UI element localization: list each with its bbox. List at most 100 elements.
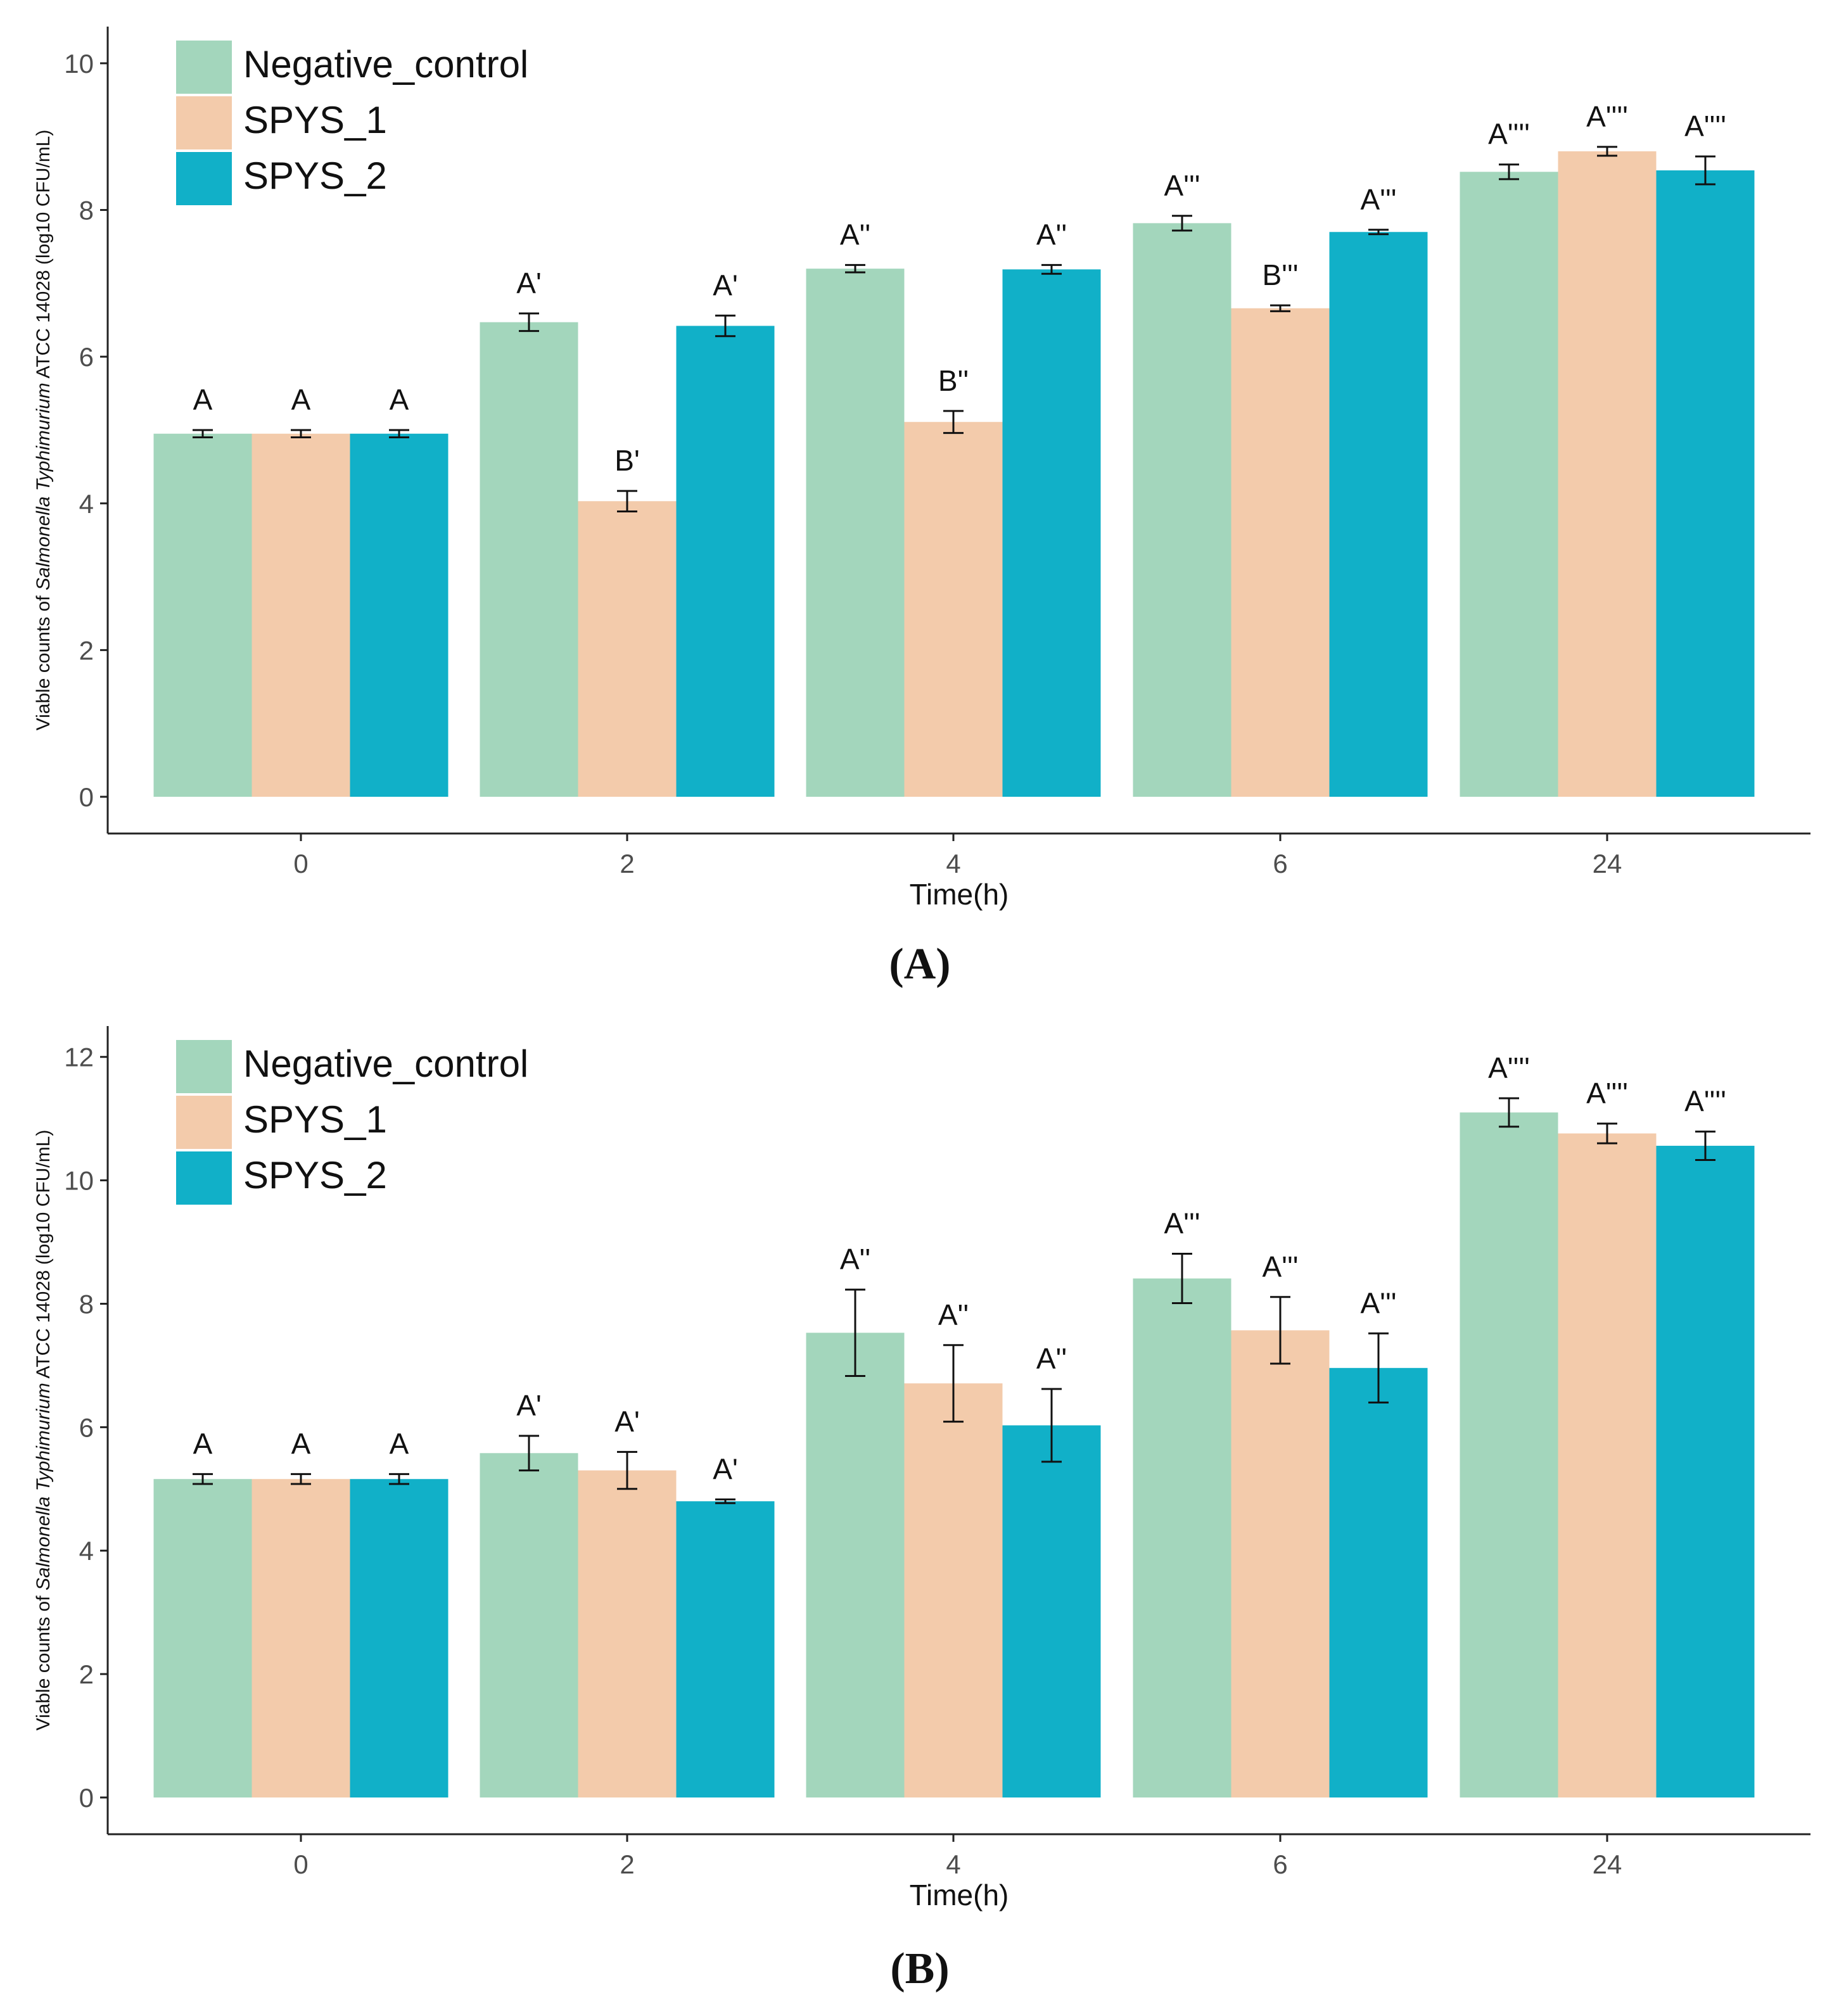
panel-a-significance-label: A': [516, 267, 541, 300]
panel-b-bar-spys-1-24h: [1558, 1133, 1657, 1797]
panel-b-bar-negative-control-24h: [1460, 1112, 1558, 1797]
panel-a-significance-label: B''': [1262, 258, 1298, 291]
panel-b-y-tick-label: 10: [64, 1166, 94, 1196]
panel-b-significance-label: A: [291, 1427, 311, 1460]
panel-a-legend-key-negative-control: [176, 41, 232, 94]
panel-b-bar-negative-control-2h: [480, 1453, 578, 1797]
panel-a-legend-key-spys-1: [176, 96, 232, 149]
panel-a-significance-label: A'''': [1586, 100, 1628, 133]
panel-b-significance-label: A'''': [1488, 1051, 1530, 1084]
panel-b-y-tick-label: 0: [79, 1783, 94, 1813]
panel-b-significance-label: A: [193, 1427, 213, 1460]
panel-b-bar-spys-2-0h: [350, 1479, 449, 1797]
panel-a-y-axis-label-prefix: Viable counts of: [33, 590, 54, 730]
panel-a-bar-spys-1-24h: [1558, 151, 1657, 797]
panel-a-bar-negative-control-24h: [1460, 172, 1558, 797]
panel-b-legend-key-spys-1: [176, 1096, 232, 1149]
panel-b-bar-spys-1-0h: [251, 1479, 350, 1797]
panel-a-legend-label-spys-2: SPYS_2: [243, 155, 387, 197]
panel-a-significance-label: A: [291, 383, 311, 416]
panel-label-b: (B): [890, 1944, 949, 1993]
panel-a-bar-negative-control-2h: [480, 322, 578, 797]
panel-a-significance-label: A: [390, 383, 409, 416]
panel-b-legend-label-negative-control: Negative_control: [243, 1043, 528, 1085]
panel-b-significance-label: A': [713, 1452, 737, 1485]
panel-a-x-tick-label: 4: [946, 849, 960, 878]
panel-a-y-tick-label: 0: [79, 782, 94, 812]
panel-a-x-tick-label: 24: [1593, 849, 1622, 878]
panel-b-legend-key-negative-control: [176, 1040, 232, 1093]
panel-b-bar-spys-2-2h: [676, 1501, 775, 1797]
panel-a-significance-label: B': [614, 444, 639, 477]
panel-b-bar-spys-2-6h: [1329, 1367, 1428, 1797]
panel-a-bar-spys-1-4h: [904, 422, 1003, 797]
panel-a-significance-label: B'': [938, 364, 969, 397]
panel-a-bar-spys-2-6h: [1329, 232, 1428, 797]
panel-a-legend-label-negative-control: Negative_control: [243, 43, 528, 86]
panel-a-bar-spys-1-6h: [1231, 308, 1330, 797]
panel-a-y-axis-label-suffix: ATCC 14028 (log10 CFU/mL): [33, 130, 54, 383]
panel-a-y-axis-label-species: Salmonella Typhimurium: [33, 383, 54, 590]
panel-a-significance-label: A'': [840, 218, 870, 251]
panel-b-bar-spys-1-4h: [904, 1383, 1003, 1797]
panel-b-y-tick-label: 8: [79, 1289, 94, 1319]
panel-b-legend-key-spys-2: [176, 1151, 232, 1205]
panel-b-x-tick-label: 0: [293, 1849, 308, 1879]
panel-b-significance-label: A'': [1036, 1342, 1067, 1375]
panel-a-x-axis-label: Time(h): [910, 878, 1009, 911]
panel-a-bar-spys-1-0h: [251, 433, 350, 797]
panel-a-y-tick-label: 8: [79, 196, 94, 225]
panel-a-significance-label: A''': [1164, 169, 1200, 202]
panel-a-bar-negative-control-4h: [806, 269, 905, 797]
panel-a-y-tick-label: 6: [79, 342, 94, 372]
panel-a-significance-label: A'''': [1684, 110, 1726, 143]
panel-b-y-tick-label: 6: [79, 1412, 94, 1442]
panel-a-bar-spys-2-0h: [350, 433, 449, 797]
panel-a-bar-spys-2-4h: [1002, 269, 1101, 797]
panel-a-y-tick-label: 2: [79, 635, 94, 665]
panel-a-legend-label-spys-1: SPYS_1: [243, 99, 387, 141]
panel-a-y-tick-label: 10: [64, 49, 94, 79]
panel-b-x-axis-label: Time(h): [910, 1879, 1009, 1911]
panel-a-significance-label: A: [193, 383, 213, 416]
panel-b-significance-label: A'': [840, 1243, 870, 1276]
panel-a-bar-spys-1-2h: [578, 501, 677, 797]
panel-b-legend-label-spys-2: SPYS_2: [243, 1154, 387, 1196]
panel-b-bar-spys-2-24h: [1656, 1146, 1755, 1797]
panel-a-bar-negative-control-0h: [153, 433, 252, 797]
panel-b-significance-label: A''': [1360, 1286, 1396, 1319]
panel-b-significance-label: A'''': [1586, 1077, 1628, 1110]
panel-a-x-tick-label: 2: [620, 849, 634, 878]
panel-b-bar-negative-control-0h: [153, 1479, 252, 1797]
panel-a-bar-spys-2-24h: [1656, 170, 1755, 797]
panel-b-x-tick-label: 2: [620, 1849, 634, 1879]
panel-a-significance-label: A''': [1360, 183, 1396, 216]
panel-b-x-tick-label: 24: [1593, 1849, 1622, 1879]
panel-b-significance-label: A: [390, 1427, 409, 1460]
panel-a-significance-label: A': [713, 269, 737, 301]
panel-b-bar-negative-control-6h: [1133, 1278, 1231, 1797]
panel-b-bar-negative-control-4h: [806, 1333, 905, 1797]
panel-b-y-axis-label-prefix: Viable counts of: [33, 1590, 54, 1730]
panel-b-significance-label: A''': [1164, 1207, 1200, 1240]
panel-b-y-axis-label: Viable counts of Salmonella Typhimurium …: [33, 1130, 54, 1731]
panel-b-significance-label: A': [516, 1389, 541, 1422]
panel-b-significance-label: A': [614, 1405, 639, 1438]
panel-a-legend-key-spys-2: [176, 152, 232, 205]
panel-a-significance-label: A'': [1036, 218, 1067, 251]
panel-b-bar-spys-2-4h: [1002, 1425, 1101, 1797]
panel-b-y-tick-label: 4: [79, 1536, 94, 1566]
panel-b-y-axis-label-species: Salmonella Typhimurium: [33, 1383, 54, 1590]
panel-a-significance-label: A'''': [1488, 118, 1530, 151]
panel-a-bar-spys-2-2h: [676, 326, 775, 797]
panel-b-significance-label: A'': [938, 1298, 969, 1331]
panel-b-bar-spys-1-2h: [578, 1470, 677, 1797]
panel-b-significance-label: A'''': [1684, 1085, 1726, 1118]
panel-a-x-tick-label: 6: [1273, 849, 1287, 878]
panel-a-y-axis-label: Viable counts of Salmonella Typhimurium …: [33, 130, 54, 731]
panel-b-significance-label: A''': [1262, 1250, 1298, 1283]
panel-b-y-axis-label-suffix: ATCC 14028 (log10 CFU/mL): [33, 1130, 54, 1383]
